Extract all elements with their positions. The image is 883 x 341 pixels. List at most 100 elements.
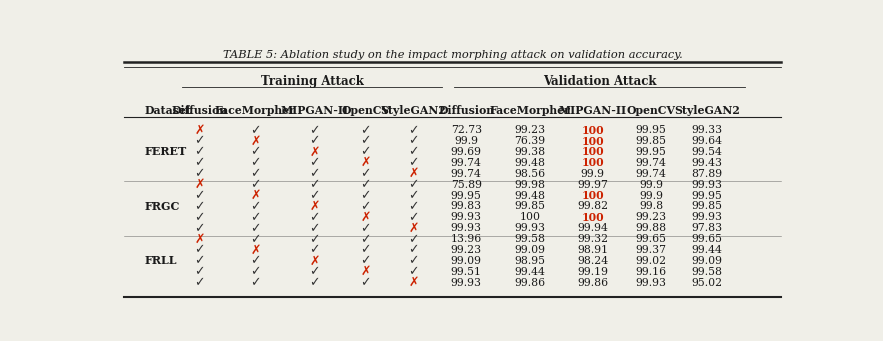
Text: 99.85: 99.85 — [691, 202, 722, 211]
Text: ✓: ✓ — [408, 135, 419, 148]
Text: FRLL: FRLL — [145, 255, 177, 266]
Text: ✓: ✓ — [250, 254, 260, 267]
Text: 99.74: 99.74 — [451, 158, 481, 168]
Text: ✗: ✗ — [194, 124, 205, 137]
Text: ✓: ✓ — [360, 254, 371, 267]
Text: ✓: ✓ — [360, 135, 371, 148]
Text: ✓: ✓ — [194, 167, 205, 180]
Text: 97.83: 97.83 — [691, 223, 722, 233]
Text: 99.51: 99.51 — [450, 267, 482, 277]
Text: 99.93: 99.93 — [450, 223, 482, 233]
Text: 99.93: 99.93 — [450, 212, 482, 222]
Text: 99.86: 99.86 — [577, 278, 608, 288]
Text: Diffusion: Diffusion — [438, 105, 494, 116]
Text: 100: 100 — [582, 158, 604, 168]
Text: ✓: ✓ — [194, 254, 205, 267]
Text: 99.69: 99.69 — [450, 147, 482, 157]
Text: 99.94: 99.94 — [577, 223, 608, 233]
Text: 99.95: 99.95 — [691, 191, 722, 201]
Text: ✓: ✓ — [408, 157, 419, 169]
Text: ✓: ✓ — [309, 222, 320, 235]
Text: 99.93: 99.93 — [691, 180, 722, 190]
Text: 99.8: 99.8 — [639, 202, 663, 211]
Text: ✓: ✓ — [360, 276, 371, 289]
Text: ✓: ✓ — [360, 233, 371, 246]
Text: 99.09: 99.09 — [450, 256, 482, 266]
Text: 100: 100 — [582, 212, 604, 223]
Text: 99.93: 99.93 — [450, 278, 482, 288]
Text: 99.58: 99.58 — [691, 267, 722, 277]
Text: 99.9: 99.9 — [639, 191, 663, 201]
Text: 99.74: 99.74 — [636, 169, 667, 179]
Text: 99.88: 99.88 — [636, 223, 667, 233]
Text: ✓: ✓ — [408, 124, 419, 137]
Text: ✓: ✓ — [408, 200, 419, 213]
Text: ✓: ✓ — [194, 265, 205, 278]
Text: ✓: ✓ — [309, 167, 320, 180]
Text: 99.86: 99.86 — [514, 278, 546, 288]
Text: 87.89: 87.89 — [691, 169, 722, 179]
Text: ✓: ✓ — [194, 135, 205, 148]
Text: TABLE 5: Ablation study on the impact morphing attack on validation accuracy.: TABLE 5: Ablation study on the impact mo… — [223, 50, 683, 60]
Text: ✓: ✓ — [194, 146, 205, 159]
Text: 99.93: 99.93 — [515, 223, 546, 233]
Text: 99.82: 99.82 — [577, 202, 608, 211]
Text: ✓: ✓ — [250, 167, 260, 180]
Text: Dataset: Dataset — [145, 105, 192, 116]
Text: 99.74: 99.74 — [451, 169, 481, 179]
Text: ✓: ✓ — [408, 146, 419, 159]
Text: StyleGAN2: StyleGAN2 — [381, 105, 447, 116]
Text: 99.33: 99.33 — [691, 125, 722, 135]
Text: ✗: ✗ — [408, 167, 419, 180]
Text: ✓: ✓ — [194, 222, 205, 235]
Text: 99.9: 99.9 — [454, 136, 479, 146]
Text: ✗: ✗ — [309, 200, 320, 213]
Text: ✓: ✓ — [360, 200, 371, 213]
Text: 99.95: 99.95 — [636, 147, 667, 157]
Text: 99.54: 99.54 — [691, 147, 722, 157]
Text: Validation Attack: Validation Attack — [542, 75, 656, 88]
Text: 98.95: 98.95 — [515, 256, 546, 266]
Text: ✓: ✓ — [309, 211, 320, 224]
Text: FRGC: FRGC — [145, 201, 180, 212]
Text: 99.85: 99.85 — [636, 136, 667, 146]
Text: 100: 100 — [582, 125, 604, 136]
Text: ✓: ✓ — [194, 211, 205, 224]
Text: 99.9: 99.9 — [639, 180, 663, 190]
Text: ✗: ✗ — [360, 211, 371, 224]
Text: ✓: ✓ — [408, 265, 419, 278]
Text: ✓: ✓ — [194, 189, 205, 202]
Text: 99.09: 99.09 — [691, 256, 722, 266]
Text: ✗: ✗ — [309, 254, 320, 267]
Text: 99.48: 99.48 — [515, 191, 546, 201]
Text: 99.43: 99.43 — [691, 158, 722, 168]
Text: 99.95: 99.95 — [636, 125, 667, 135]
Text: 99.02: 99.02 — [636, 256, 667, 266]
Text: ✓: ✓ — [309, 178, 320, 191]
Text: 99.65: 99.65 — [691, 234, 722, 244]
Text: ✓: ✓ — [250, 124, 260, 137]
Text: 13.96: 13.96 — [450, 234, 482, 244]
Text: ✓: ✓ — [309, 233, 320, 246]
Text: 99.83: 99.83 — [450, 202, 482, 211]
Text: 99.93: 99.93 — [691, 212, 722, 222]
Text: ✓: ✓ — [360, 146, 371, 159]
Text: FaceMorpher: FaceMorpher — [489, 105, 570, 116]
Text: ✓: ✓ — [194, 276, 205, 289]
Text: 99.85: 99.85 — [515, 202, 546, 211]
Text: FaceMorpher: FaceMorpher — [215, 105, 296, 116]
Text: 100: 100 — [582, 190, 604, 201]
Text: ✓: ✓ — [309, 276, 320, 289]
Text: Diffusion: Diffusion — [171, 105, 227, 116]
Text: 99.95: 99.95 — [451, 191, 481, 201]
Text: 99.9: 99.9 — [581, 169, 605, 179]
Text: FERET: FERET — [145, 147, 187, 158]
Text: 99.93: 99.93 — [636, 278, 667, 288]
Text: ✓: ✓ — [250, 211, 260, 224]
Text: 99.23: 99.23 — [514, 125, 546, 135]
Text: MIPGAN-II: MIPGAN-II — [280, 105, 349, 116]
Text: ✗: ✗ — [194, 178, 205, 191]
Text: 99.23: 99.23 — [636, 212, 667, 222]
Text: OpenCV: OpenCV — [627, 105, 675, 116]
Text: 99.48: 99.48 — [515, 158, 546, 168]
